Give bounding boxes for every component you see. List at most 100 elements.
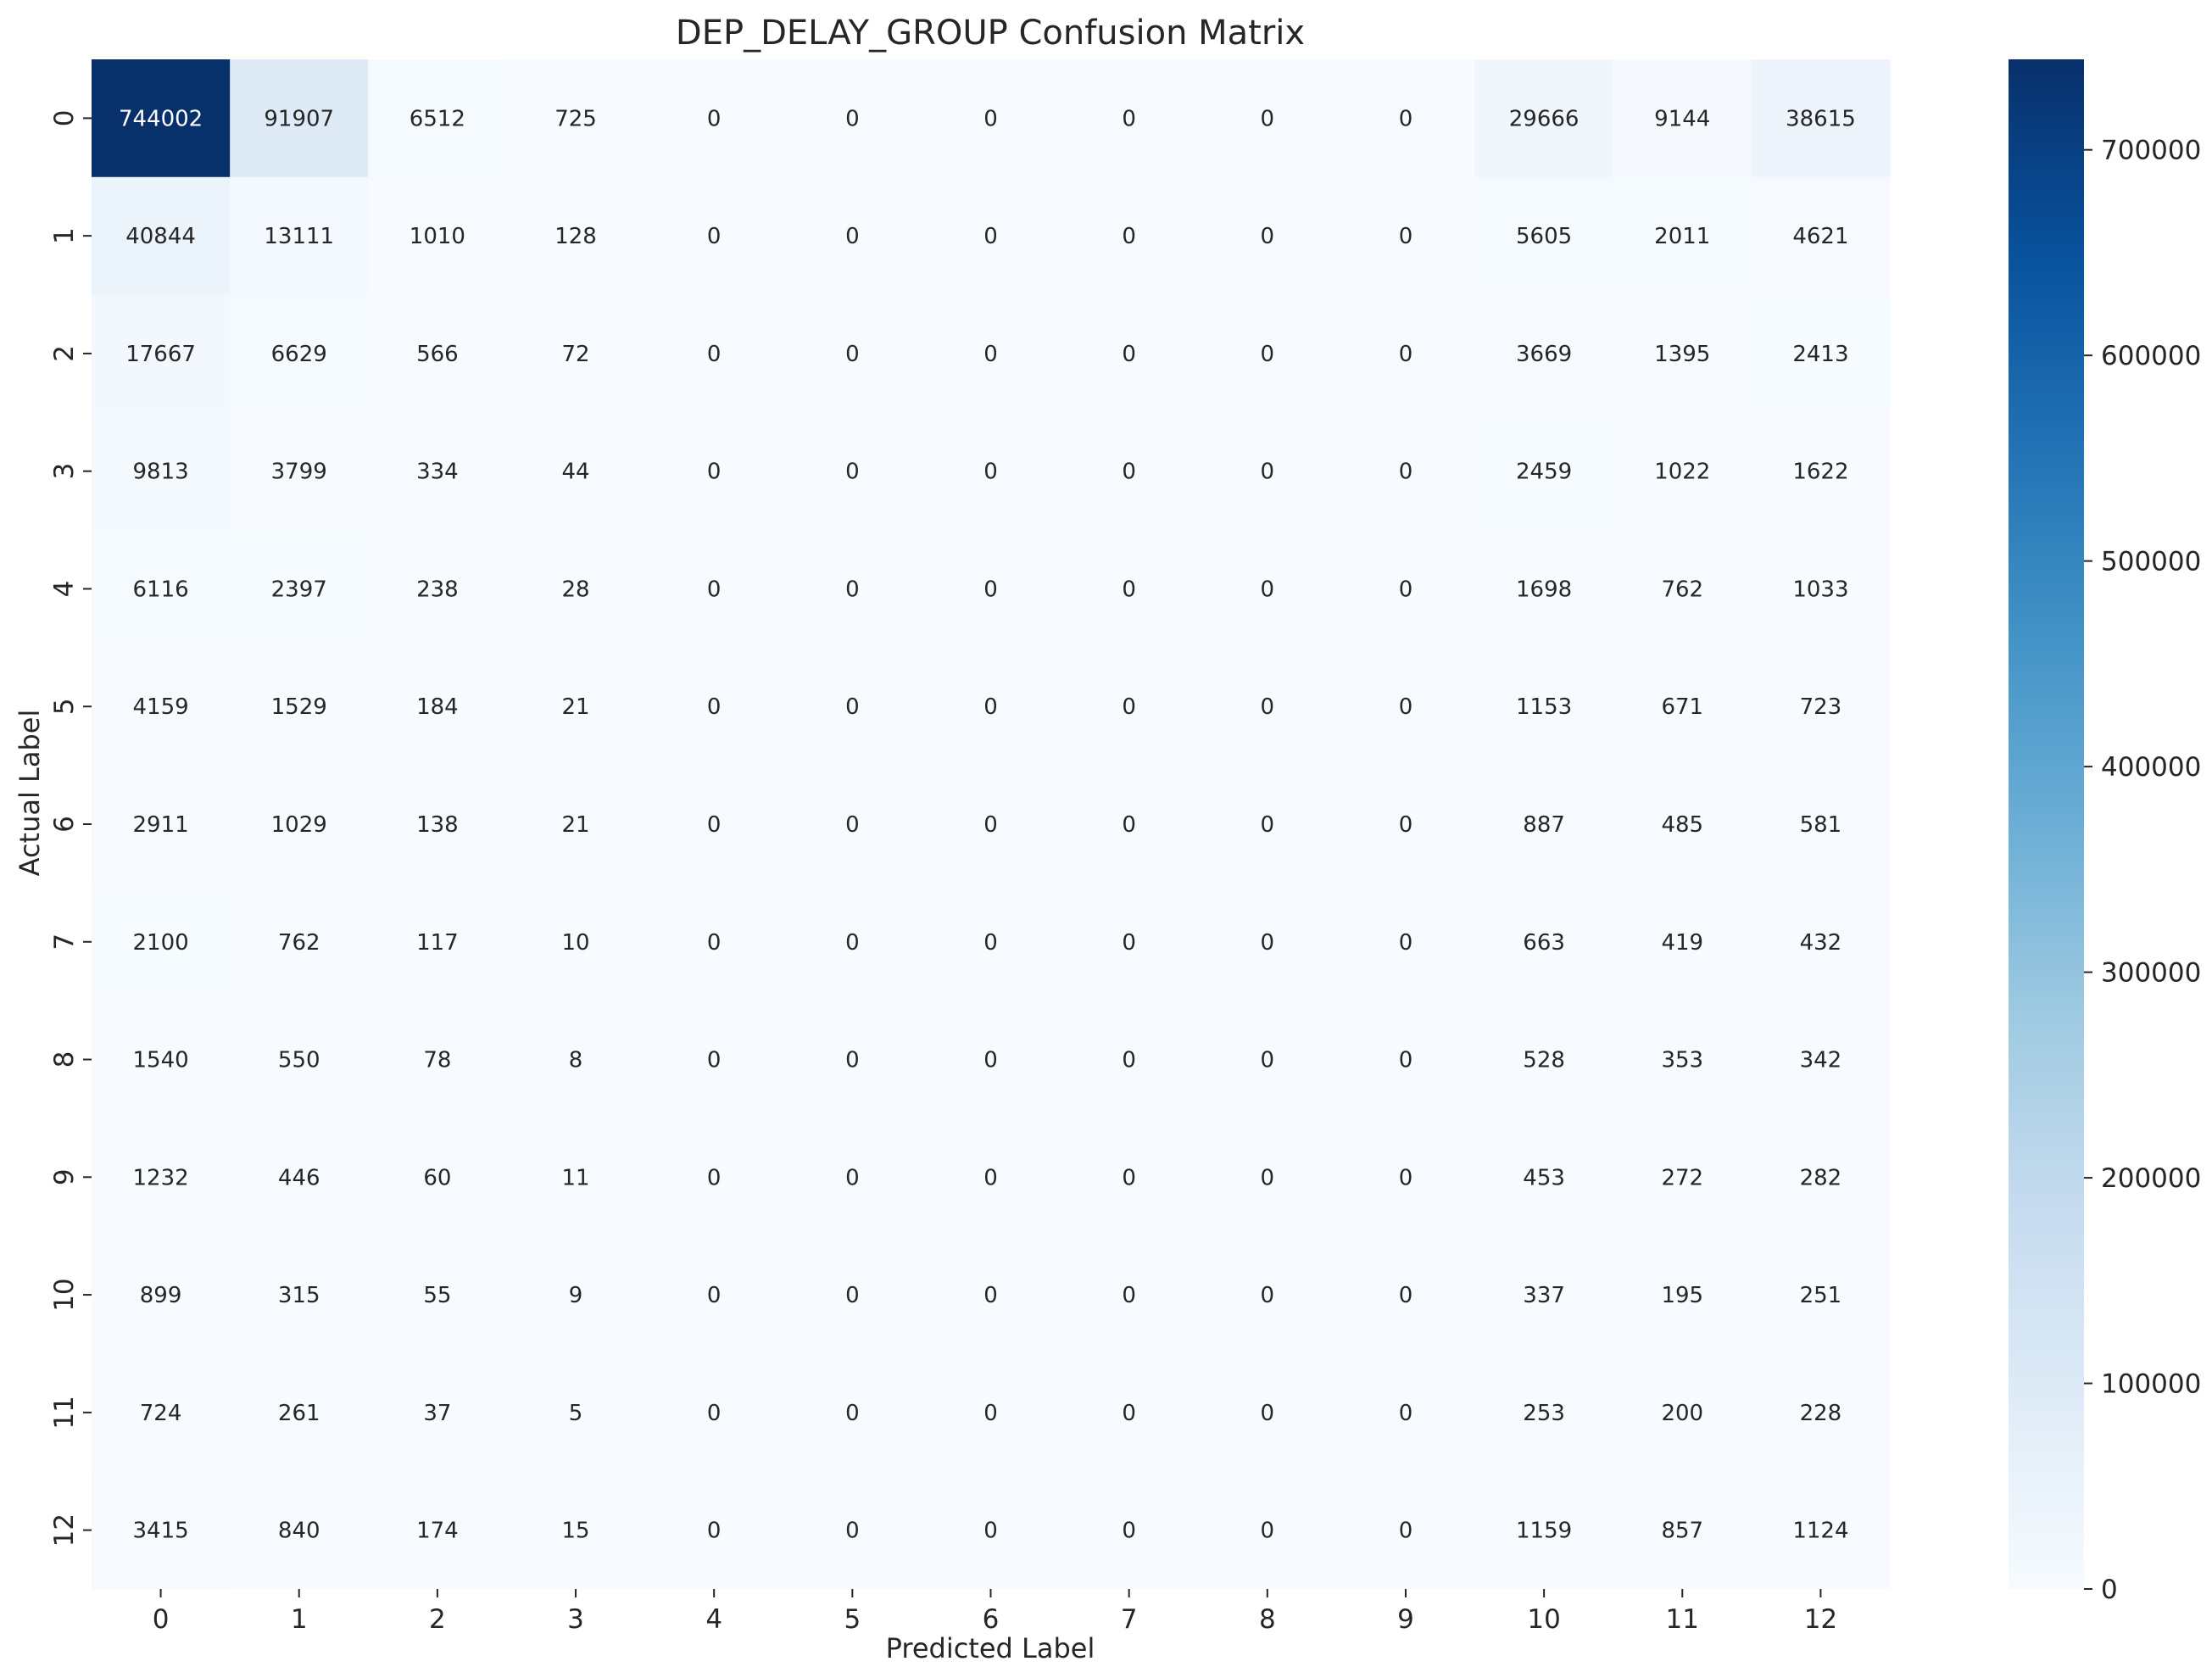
heatmap-cell xyxy=(506,59,646,178)
heatmap-cell xyxy=(1336,1118,1476,1237)
cell-value-label: 13111 xyxy=(264,224,334,249)
cell-value-label: 1010 xyxy=(410,224,465,249)
heatmap-cell xyxy=(92,1235,231,1355)
y-tick-label: 5 xyxy=(49,698,80,715)
cell-value-label: 44 xyxy=(561,460,589,485)
colorbar-tick-label: 400000 xyxy=(2101,752,2201,783)
heatmap-cell xyxy=(921,883,1061,1001)
heatmap-cell xyxy=(1198,1118,1337,1237)
heatmap-cell xyxy=(368,1471,508,1590)
heatmap-cell xyxy=(368,1235,508,1355)
cell-value-label: 21 xyxy=(561,694,589,720)
cell-value-label: 78 xyxy=(423,1048,451,1073)
cell-value-label: 0 xyxy=(845,577,860,602)
x-tick-label: 5 xyxy=(844,1604,861,1635)
heatmap-cell xyxy=(783,1353,922,1472)
heatmap-cell xyxy=(1060,883,1199,1001)
cell-value-label: 238 xyxy=(416,577,459,602)
heatmap-cell xyxy=(368,1118,508,1237)
heatmap-cell xyxy=(1336,1353,1476,1472)
cell-value-label: 419 xyxy=(1661,930,1703,956)
heatmap-cell xyxy=(1751,412,1891,531)
cell-value-label: 0 xyxy=(983,577,998,602)
heatmap-cell xyxy=(1336,1001,1476,1119)
heatmap-cell xyxy=(1060,1353,1199,1472)
cell-value-label: 0 xyxy=(1122,1048,1136,1073)
cell-value-label: 0 xyxy=(845,224,860,249)
heatmap-cell xyxy=(230,1353,369,1472)
cell-value-label: 1540 xyxy=(132,1048,188,1073)
cell-value-label: 0 xyxy=(1122,224,1136,249)
colorbar-tick-label: 700000 xyxy=(2101,136,2201,166)
colorbar-tick-label: 600000 xyxy=(2101,341,2201,371)
cell-value-label: 0 xyxy=(1122,930,1136,956)
y-tick-label: 2 xyxy=(49,345,80,362)
heatmap-cell xyxy=(92,412,231,531)
heatmap-cell xyxy=(1474,647,1614,767)
heatmap-cell xyxy=(1336,176,1476,296)
heatmap-cell xyxy=(1060,1118,1199,1237)
heatmap-cell xyxy=(783,294,922,413)
cell-value-label: 0 xyxy=(1122,1283,1136,1308)
cell-value-label: 0 xyxy=(1122,694,1136,720)
cell-value-label: 0 xyxy=(707,1048,722,1073)
cell-value-label: 0 xyxy=(845,106,860,131)
heatmap-cell xyxy=(368,647,508,767)
heatmap-cell xyxy=(921,530,1061,649)
x-tick-label: 10 xyxy=(1527,1604,1560,1635)
cell-value-label: 6116 xyxy=(132,577,188,602)
cell-value-label: 0 xyxy=(983,1401,998,1426)
cell-value-label: 3415 xyxy=(132,1519,188,1544)
cell-value-label: 566 xyxy=(416,342,459,367)
cell-value-label: 840 xyxy=(278,1519,320,1544)
heatmap-cell xyxy=(644,1001,784,1119)
heatmap-cell xyxy=(92,1118,231,1237)
x-tick-label: 8 xyxy=(1259,1604,1276,1635)
cell-value-label: 0 xyxy=(707,342,722,367)
heatmap-cell xyxy=(1198,1235,1337,1355)
cell-value-label: 0 xyxy=(707,694,722,720)
cell-value-label: 0 xyxy=(1122,812,1136,838)
heatmap-cell xyxy=(783,530,922,649)
heatmap-cell xyxy=(1613,176,1752,296)
cell-value-label: 353 xyxy=(1661,1048,1703,1073)
heatmap-cell xyxy=(506,1353,646,1472)
x-tick-label: 7 xyxy=(1121,1604,1138,1635)
heatmap-cell xyxy=(644,412,784,531)
cell-value-label: 0 xyxy=(983,342,998,367)
cell-value-label: 0 xyxy=(983,1519,998,1544)
cell-value-label: 5605 xyxy=(1516,224,1572,249)
x-tick-label: 6 xyxy=(983,1604,1000,1635)
heatmap-cell xyxy=(921,647,1061,767)
cell-value-label: 1022 xyxy=(1654,460,1710,485)
cell-value-label: 550 xyxy=(278,1048,320,1073)
cell-value-label: 0 xyxy=(707,1165,722,1190)
y-tick-label: 0 xyxy=(49,110,80,127)
cell-value-label: 17667 xyxy=(125,342,196,367)
cell-value-label: 195 xyxy=(1661,1283,1703,1308)
cell-value-label: 5 xyxy=(569,1401,583,1426)
cell-value-label: 724 xyxy=(140,1401,182,1426)
heatmap-cell xyxy=(1198,412,1337,531)
heatmap-cell xyxy=(783,1118,922,1237)
cell-value-label: 1153 xyxy=(1516,694,1572,720)
cell-value-label: 0 xyxy=(1399,342,1413,367)
cell-value-label: 0 xyxy=(707,460,722,485)
cell-value-label: 2459 xyxy=(1516,460,1572,485)
heatmap-cell xyxy=(1198,647,1337,767)
heatmap-cell xyxy=(921,176,1061,296)
cell-value-label: 4621 xyxy=(1792,224,1848,249)
heatmap-cell xyxy=(1336,59,1476,178)
y-tick-label: 10 xyxy=(49,1278,80,1311)
cell-value-label: 0 xyxy=(983,812,998,838)
cell-value-label: 0 xyxy=(707,106,722,131)
cell-value-label: 0 xyxy=(1261,106,1275,131)
cell-value-label: 663 xyxy=(1523,930,1565,956)
heatmap-cell xyxy=(230,1001,369,1119)
x-tick-label: 12 xyxy=(1804,1604,1837,1635)
heatmap-cell xyxy=(506,883,646,1001)
cell-value-label: 0 xyxy=(1261,694,1275,720)
cell-value-label: 0 xyxy=(1399,224,1413,249)
cell-value-label: 21 xyxy=(561,812,589,838)
cell-value-label: 6629 xyxy=(271,342,327,367)
